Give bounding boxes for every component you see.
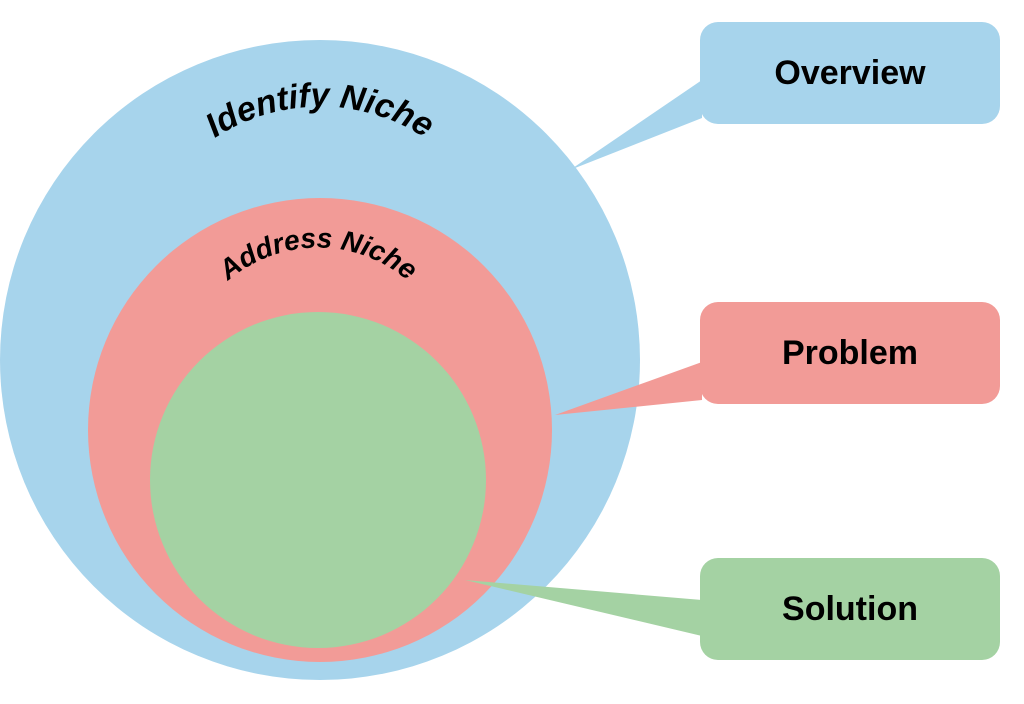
- callout-label-solution: Solution: [782, 590, 918, 628]
- diagram-canvas: Establish Territory Identify Niche Addre…: [0, 0, 1024, 704]
- callout-label-problem: Problem: [782, 334, 918, 372]
- circle-address-niche: [150, 312, 486, 648]
- callout-tail-overview: [570, 80, 702, 170]
- callout-label-overview: Overview: [774, 54, 926, 92]
- callout-overview: Overview: [570, 22, 1000, 170]
